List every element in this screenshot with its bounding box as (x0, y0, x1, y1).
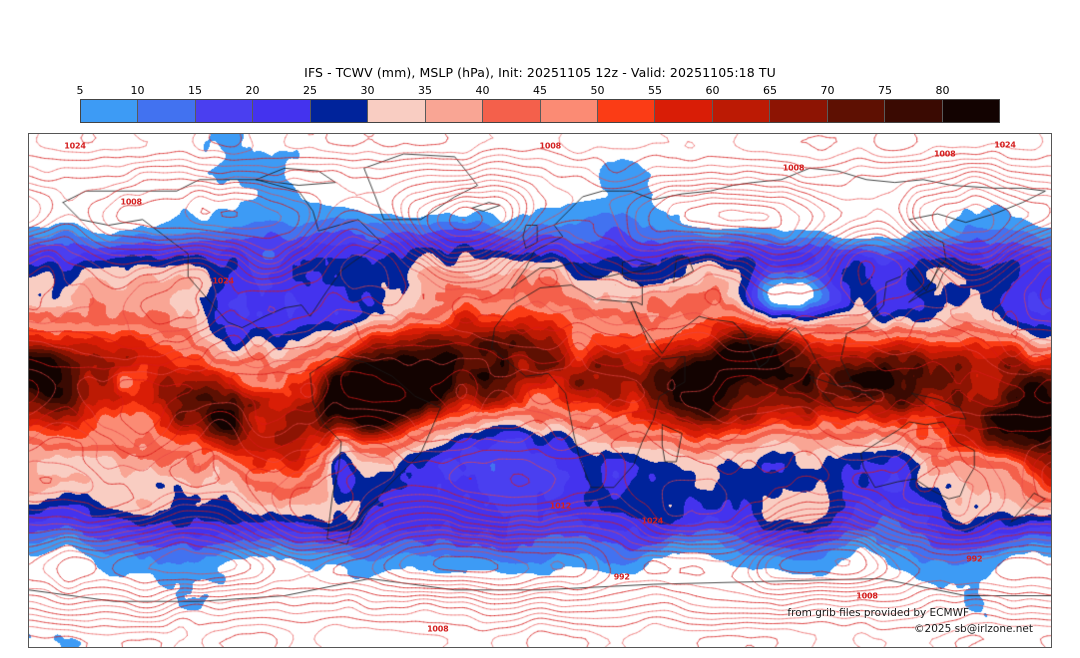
isobar-label: 1024 (641, 516, 664, 526)
colorbar-band-45 (539, 100, 597, 122)
colorbar-band-70 (826, 100, 885, 122)
isobar-label: 1024 (994, 140, 1016, 150)
colorbar-tick-70: 70 (820, 84, 835, 97)
isobar-label: 1008 (933, 149, 956, 159)
colorbar-tick-10: 10 (130, 84, 145, 97)
isobar-label: 1008 (782, 163, 805, 173)
colorbar-tick-65: 65 (763, 84, 777, 97)
colorbar-band-65 (769, 100, 827, 122)
colorbar-tick-75: 75 (878, 84, 892, 97)
isobar-label: 1024 (64, 141, 86, 151)
isobar-label: 992 (966, 554, 983, 564)
colorbar-band-30 (367, 100, 425, 122)
isobar-label: 992 (613, 572, 630, 582)
colorbar-swatches (80, 99, 1000, 123)
isobar-label: 1008 (120, 197, 142, 207)
colorbar-tick-55: 55 (648, 84, 662, 97)
colorbar-band-40 (482, 100, 540, 122)
isobar-label: 1024 (212, 276, 234, 286)
colorbar-tick-60: 60 (705, 84, 720, 97)
source-credit: from grib files provided by ECMWF (787, 607, 969, 619)
colorbar-band-25 (309, 100, 368, 122)
colorbar-tick-labels: 5 10 15 20 25 30 35 40 45 50 55 60 65 70 75 80 (76, 84, 1000, 100)
colorbar-band-80 (941, 100, 999, 122)
colorbar-band-55 (654, 100, 712, 122)
colorbar-tick-80: 80 (935, 84, 950, 97)
colorbar-tick-50: 50 (590, 84, 605, 97)
copyright-credit: ©2025 sb@irlzone.net (914, 623, 1033, 635)
colorbar-tick-40: 40 (475, 84, 490, 97)
isobar-label: 1008 (539, 141, 561, 151)
colorbar-band-5 (81, 100, 138, 122)
tcwv-mslp-map[interactable] (29, 134, 1051, 647)
colorbar-band-75 (884, 100, 942, 122)
colorbar-tick-15: 15 (188, 84, 202, 97)
colorbar-tick-25: 25 (303, 84, 317, 97)
page-title: IFS - TCWV (mm), MSLP (hPa), Init: 20251… (304, 65, 776, 80)
isobar-label: 1012 (549, 501, 572, 511)
colorbar-tick-45: 45 (533, 84, 547, 97)
colorbar-band-10 (137, 100, 195, 122)
colorbar-tick-30: 30 (360, 84, 375, 97)
colorbar-band-50 (596, 100, 655, 122)
colorbar-band-15 (194, 100, 253, 122)
isobar-label: 1008 (427, 624, 449, 634)
colorbar-tick-35: 35 (418, 84, 432, 97)
isobar-label: 1008 (856, 591, 878, 601)
colorbar: 5 10 15 20 25 30 35 40 45 50 55 60 65 70 75 80 (76, 84, 1000, 124)
colorbar-tick-5: 5 (76, 84, 84, 97)
colorbar-band-60 (711, 100, 770, 122)
colorbar-tick-20: 20 (245, 84, 260, 97)
colorbar-band-35 (424, 100, 483, 122)
colorbar-band-20 (252, 100, 310, 122)
map-panel[interactable]: from grib files provided by ECMWF ©2025 … (28, 133, 1052, 648)
